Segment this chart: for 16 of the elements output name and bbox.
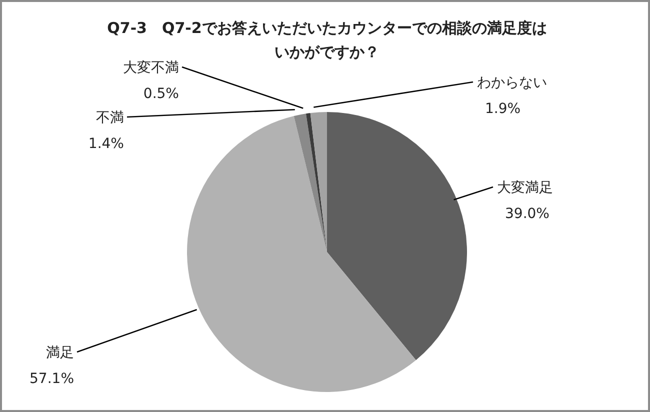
pie-slice (310, 112, 327, 252)
pie-slice (327, 112, 467, 360)
slice-label: わからない (477, 75, 547, 91)
slice-label: 大変満足 (497, 180, 553, 196)
data-label: 0.5% (143, 86, 179, 102)
data-label: 57.1% (30, 371, 74, 387)
slice-label: 不満 (96, 110, 124, 126)
slice-label: 大変不満 (123, 60, 179, 76)
pie-slice (294, 114, 327, 252)
data-label: 1.4% (88, 136, 124, 152)
pie-slice (187, 116, 416, 392)
pie-slice (306, 113, 327, 252)
data-label: 1.9% (485, 101, 521, 117)
slice-label: 満足 (46, 345, 74, 361)
data-label: 39.0% (505, 206, 550, 222)
chart-title: Q7-3 Q7-2でお答えいただいたカウンターでの相談の満足度はいかがですか？ (107, 19, 547, 61)
